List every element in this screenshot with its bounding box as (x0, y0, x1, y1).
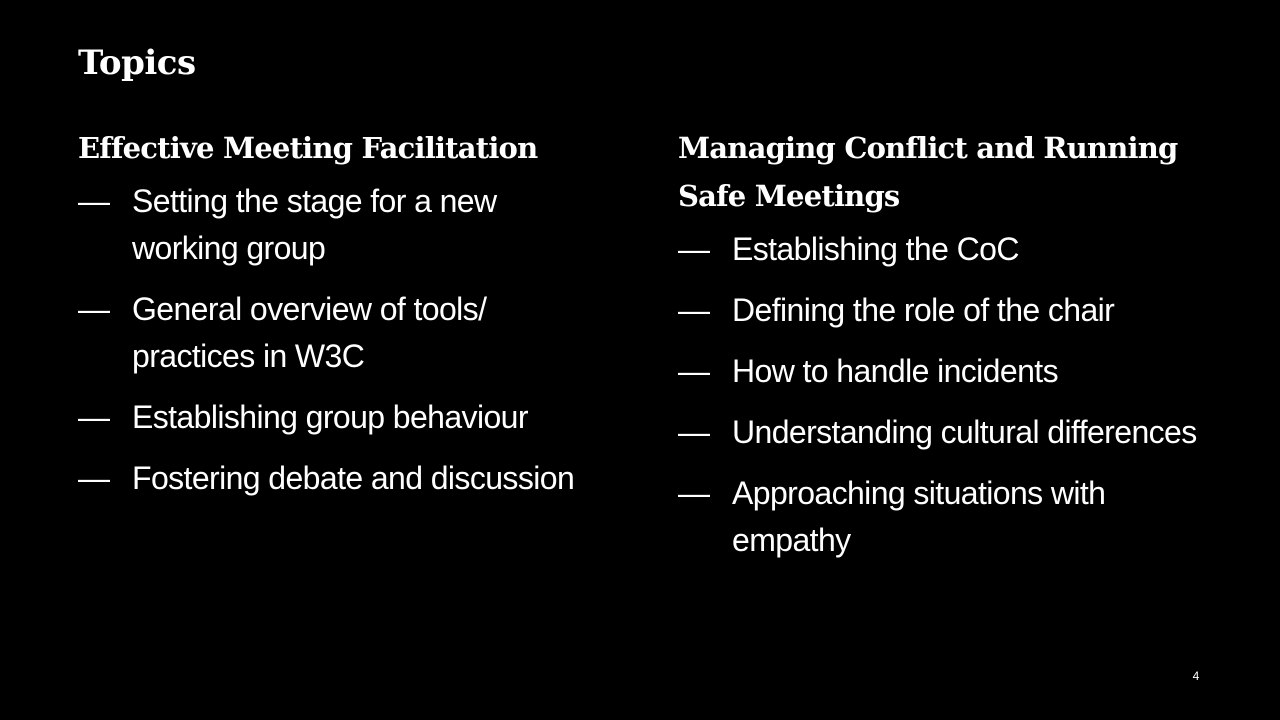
bullet-text: Fostering debate and discussion (132, 460, 575, 496)
dash-bullet-icon: — (678, 292, 710, 328)
dash-bullet-icon: — (678, 353, 710, 389)
list-item: — How to handle incidents (678, 348, 1212, 395)
right-column-heading: Managing Conflict and Running Safe Meeti… (678, 131, 1178, 213)
bullet-text: General overview of tools/ practices in … (132, 291, 487, 374)
list-item: — Approaching situations with empathy (678, 470, 1212, 564)
dash-bullet-icon: — (678, 414, 710, 450)
bullet-text: Defining the role of the chair (732, 292, 1115, 328)
bullet-text: Understanding cultural differences (732, 414, 1197, 450)
list-item: — Fostering debate and discussion (78, 455, 602, 502)
bullet-text: Approaching situations with empathy (732, 475, 1106, 558)
slide-title: Topics (78, 43, 196, 83)
list-item: — General overview of tools/ practices i… (78, 286, 602, 380)
list-item: — Setting the stage for a new working gr… (78, 178, 602, 272)
bullet-text: Establishing the CoC (732, 231, 1019, 267)
dash-bullet-icon: — (78, 460, 110, 496)
dash-bullet-icon: — (78, 399, 110, 435)
left-bullet-list: — Setting the stage for a new working gr… (78, 178, 598, 502)
list-item: — Establishing the CoC (678, 226, 1212, 273)
dash-bullet-icon: — (78, 183, 110, 219)
dash-bullet-icon: — (678, 475, 710, 511)
left-column-heading: Effective Meeting Facilitation (78, 131, 538, 165)
bullet-text: Establishing group behaviour (132, 399, 529, 435)
right-bullet-list: — Establishing the CoC — Defining the ro… (678, 226, 1198, 564)
dash-bullet-icon: — (678, 231, 710, 267)
list-item: — Understanding cultural differences (678, 409, 1212, 456)
list-item: — Defining the role of the chair (678, 287, 1212, 334)
bullet-text: Setting the stage for a new working grou… (132, 183, 497, 266)
dash-bullet-icon: — (78, 291, 110, 327)
bullet-text: How to handle incidents (732, 353, 1059, 389)
right-column: Managing Conflict and Running Safe Meeti… (678, 124, 1198, 578)
left-column: Effective Meeting Facilitation — Setting… (78, 124, 598, 516)
page-number: 4 (1192, 669, 1200, 683)
list-item: — Establishing group behaviour (78, 394, 602, 441)
